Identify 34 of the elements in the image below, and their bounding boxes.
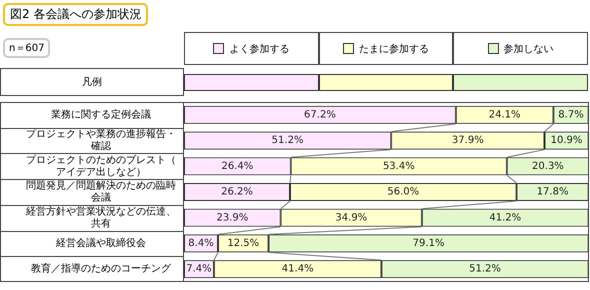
y-tick-label: プロジェクトや業務の進捗報告・確認 [26, 128, 176, 152]
legend-title: 凡例 [82, 76, 102, 89]
data-label: 41.2% [489, 212, 522, 224]
data-label: 67.2% [304, 109, 336, 120]
data-label: 37.9% [452, 135, 484, 146]
data-label: 8.4% [188, 238, 214, 250]
data-label: 26.2% [221, 186, 253, 198]
data-label: 7.4% [186, 264, 212, 275]
legend-label: よく参加する [229, 42, 290, 56]
text: n＝607 [3, 38, 50, 58]
data-label: 41.4% [282, 264, 314, 275]
data-label: 20.3% [532, 160, 564, 172]
legend-label: 参加しない [504, 42, 554, 56]
data-label: 51.2% [272, 135, 304, 146]
data-label: 8.7% [558, 109, 584, 120]
y-tick-label: 業務に関する定例会議 [51, 108, 151, 120]
data-label: 34.9% [335, 212, 368, 224]
data-label: 51.2% [469, 264, 501, 275]
data-label: 53.4% [382, 160, 415, 172]
legend-label: たまに参加する [358, 42, 429, 56]
data-label: 10.9% [550, 135, 582, 146]
data-label: 12.5% [227, 238, 260, 250]
data-label: 56.0% [387, 186, 420, 198]
y-tick-label: 問題発見／問題解決のための臨時会議 [26, 180, 176, 204]
y-tick-label: 教育／指導のためのコーチング [31, 262, 172, 275]
data-label: 79.1% [412, 238, 444, 250]
data-label: 24.1% [488, 109, 521, 120]
y-tick-label: プロジェクトのためのブレスト（アイデア出しなど） [26, 154, 176, 178]
y-tick-label: 経営会議や取締役会 [55, 237, 146, 250]
data-label: 26.4% [222, 160, 254, 172]
data-label: 23.9% [216, 212, 248, 224]
y-tick-label: 経営方針や営業状況などの伝達、共有 [25, 205, 176, 230]
text: 図2 各会議への参加状況 [3, 3, 148, 26]
data-label: 17.8% [536, 186, 568, 198]
